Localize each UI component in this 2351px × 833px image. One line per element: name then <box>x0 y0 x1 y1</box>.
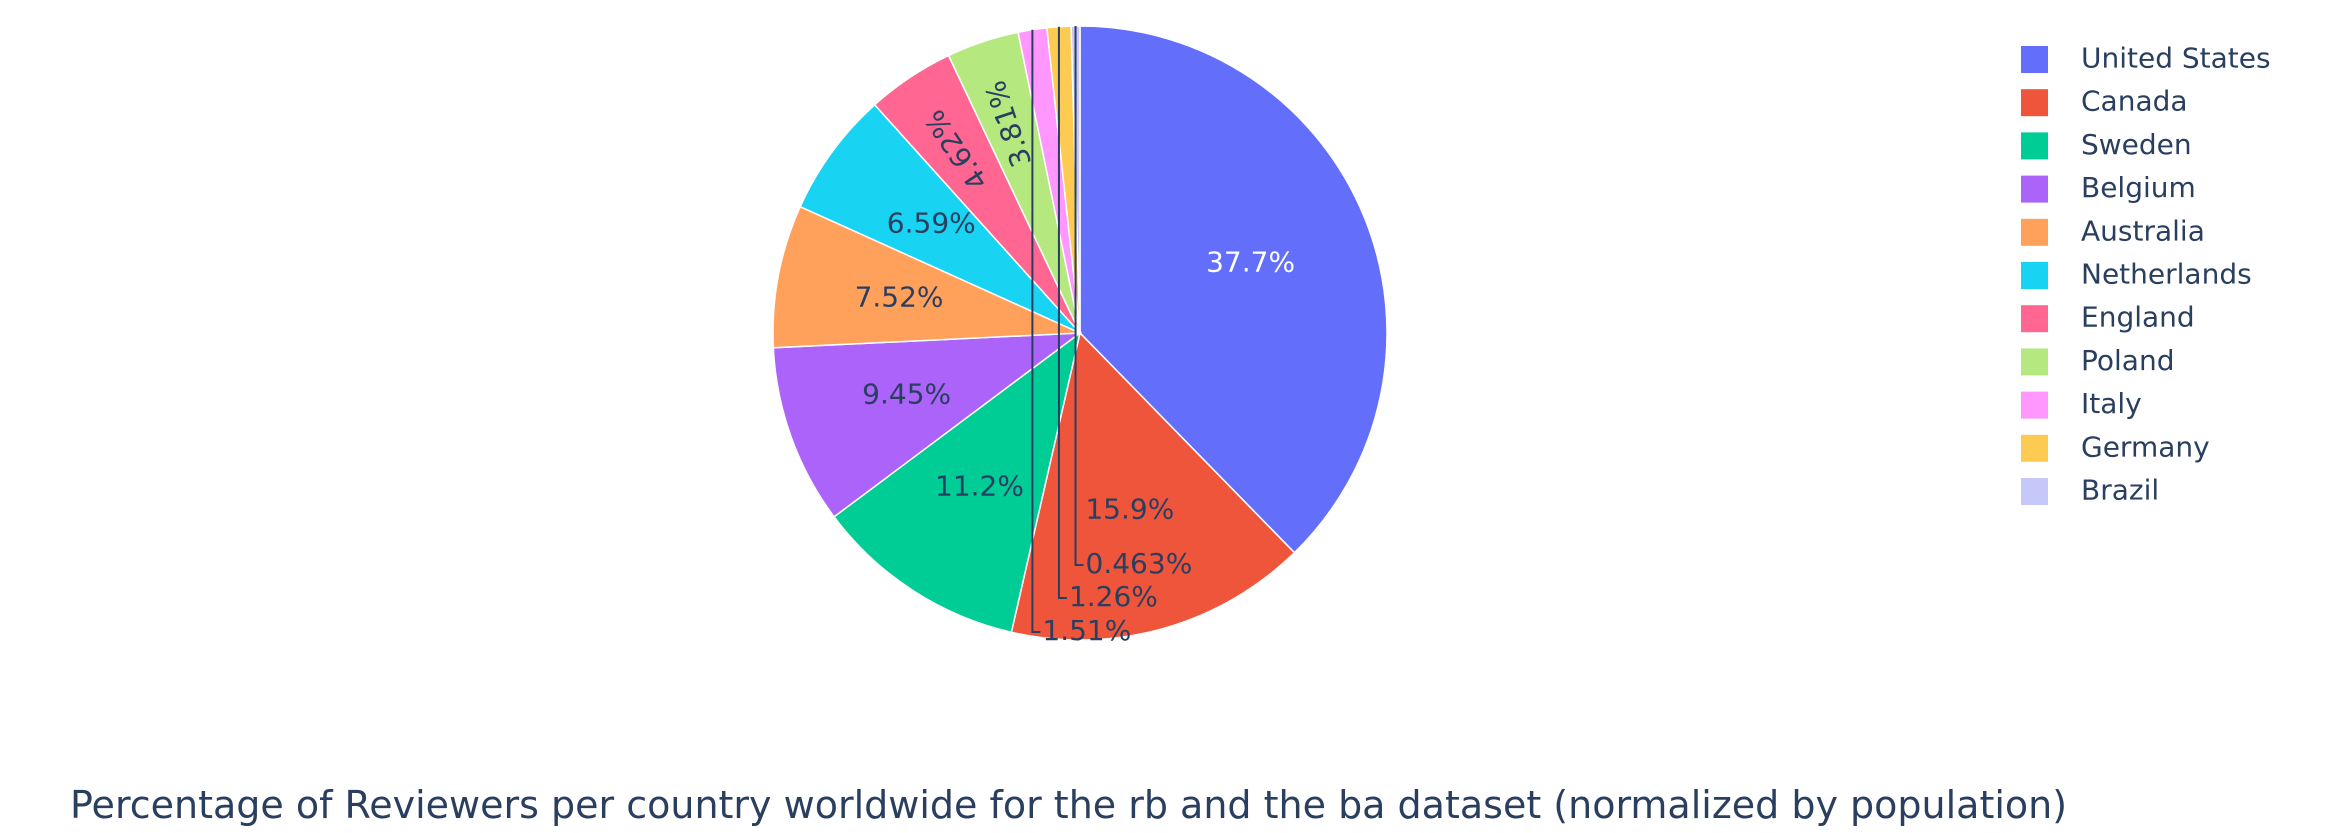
legend-item-australia[interactable]: Australia <box>2021 214 2205 247</box>
pie-slice-australia <box>772 205 1081 349</box>
legend-label: Germany <box>2081 430 2210 463</box>
legend-swatch <box>2021 434 2048 462</box>
pie-label-brazil: 0.463% <box>1086 547 1193 580</box>
legend-swatch <box>2021 478 2048 505</box>
pie-label-belgium: 9.45% <box>862 377 951 410</box>
pie-callout-italy <box>1031 29 1041 633</box>
legend-item-poland[interactable]: Poland <box>2021 344 2174 377</box>
pie-label-australia: 7.52% <box>855 281 944 314</box>
pie-slice-canada <box>1010 331 1296 641</box>
legend-swatch <box>2021 46 2048 73</box>
legend-swatch <box>2021 132 2048 160</box>
legend-label: Sweden <box>2081 128 2192 161</box>
pie-slices <box>772 25 1388 641</box>
legend-swatch <box>2021 175 2048 203</box>
pie-callout-germany <box>1057 26 1067 599</box>
legend-swatch <box>2021 89 2048 117</box>
pie-slice-belgium <box>772 332 1083 518</box>
legend-label: Poland <box>2081 344 2174 377</box>
pie-label-sweden: 11.2% <box>935 469 1024 502</box>
legend-item-netherlands[interactable]: Netherlands <box>2021 258 2252 291</box>
legend-item-brazil[interactable]: Brazil <box>2021 474 2159 507</box>
legend-swatch <box>2021 305 2048 333</box>
legend-label: Brazil <box>2081 474 2159 507</box>
pie-label-netherlands: 6.59% <box>887 206 976 239</box>
legend-swatch <box>2021 262 2048 289</box>
legend-label: Italy <box>2081 387 2142 420</box>
legend-item-belgium[interactable]: Belgium <box>2021 171 2196 204</box>
legend-label: England <box>2081 301 2195 334</box>
legend-item-canada[interactable]: Canada <box>2021 85 2188 118</box>
pie-slice-sweden <box>833 331 1082 634</box>
legend-label: Netherlands <box>2081 258 2252 291</box>
legend-label: Australia <box>2081 214 2205 247</box>
legend-label: Canada <box>2081 85 2188 118</box>
chart-title: Percentage of Reviewers per country worl… <box>70 783 2067 827</box>
legend-item-united-states[interactable]: United States <box>2021 42 2271 75</box>
legend-label: Belgium <box>2081 171 2196 204</box>
pie-label-canada: 15.9% <box>1085 492 1174 525</box>
pie-label-united-states: 37.7% <box>1206 246 1295 279</box>
pie-label-germany: 1.26% <box>1069 580 1158 613</box>
legend-item-italy[interactable]: Italy <box>2021 387 2142 420</box>
pie-label-italy: 1.51% <box>1042 614 1131 647</box>
pie-slice-netherlands <box>799 103 1081 334</box>
legend: United States Canada Sweden Belgium Australi… <box>2021 42 2271 507</box>
legend-swatch <box>2021 348 2048 376</box>
legend-swatch <box>2021 391 2048 419</box>
legend-label: United States <box>2081 42 2271 75</box>
legend-swatch <box>2021 218 2048 246</box>
legend-item-england[interactable]: England <box>2021 301 2195 334</box>
legend-item-sweden[interactable]: Sweden <box>2021 128 2192 161</box>
legend-item-germany[interactable]: Germany <box>2021 430 2210 463</box>
pie-callout-brazil <box>1074 26 1084 566</box>
pie-slice-united-states <box>1079 25 1388 554</box>
